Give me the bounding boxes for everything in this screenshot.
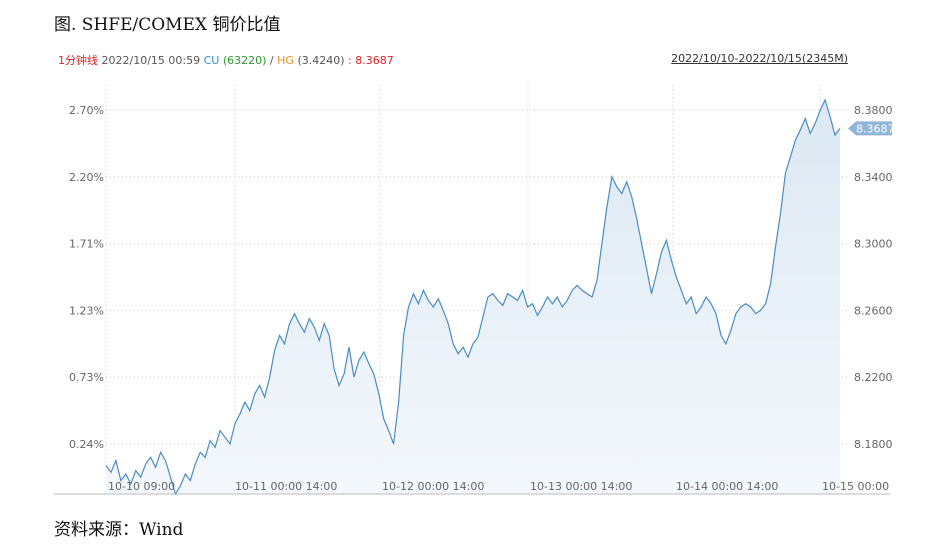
- ratio-line: [105, 98, 841, 496]
- right-tick-label: 8.3000: [854, 238, 893, 251]
- right-tick-label: 8.2600: [854, 304, 893, 317]
- last-value-label: 8.3687: [856, 122, 895, 135]
- left-tick-label: 2.20%: [69, 171, 104, 184]
- figure-title: 图. SHFE/COMEX 铜价比值: [54, 15, 281, 35]
- x-tick-label: 10-10 09:00: [108, 480, 175, 493]
- left-tick-label: 2.70%: [69, 104, 104, 117]
- area-fill: [106, 100, 840, 494]
- hg-value: (3.4240): [297, 54, 345, 67]
- x-axis: 10-10 09:00 10-11 00:00 14:00 10-12 00:00 …: [108, 480, 889, 493]
- x-tick-label: 10-11 00:00 14:00: [235, 480, 337, 493]
- datetime-label: 2022/10/15 00:59: [101, 54, 201, 67]
- right-axis: 8.3800 8.3400 8.3000 8.2600 8.2200 8.1800: [854, 104, 893, 451]
- left-tick-label: 1.71%: [69, 238, 104, 251]
- separator-label: /: [269, 54, 274, 67]
- x-tick-label: 10-15 00:00: [822, 480, 889, 493]
- cu-label: CU: [203, 54, 220, 67]
- chart-header: 1分钟线 2022/10/15 00:59 CU (63220) / HG (3…: [58, 52, 394, 68]
- ratio-value: : 8.3687: [348, 54, 394, 67]
- left-tick-label: 1.23%: [69, 304, 104, 317]
- left-tick-label: 0.24%: [69, 438, 104, 451]
- x-tick-label: 10-13 00:00 14:00: [530, 480, 632, 493]
- interval-label[interactable]: 1分钟线: [58, 54, 98, 67]
- x-tick-label: 10-12 00:00 14:00: [382, 480, 484, 493]
- left-axis: 2.70% 2.20% 1.71% 1.23% 0.73% 0.24%: [69, 104, 104, 451]
- right-tick-label: 8.1800: [854, 438, 893, 451]
- x-tick-label: 10-14 00:00 14:00: [676, 480, 778, 493]
- source-note: 资料来源：Wind: [54, 520, 184, 540]
- right-tick-label: 8.2200: [854, 371, 893, 384]
- hg-label: HG: [277, 54, 294, 67]
- last-value-badge: 8.3687: [848, 121, 895, 136]
- chart-svg: 2.70%2.20%1.71%1.23%0.73%0.24% 8.38008.3…: [54, 85, 895, 496]
- left-tick-label: 0.73%: [69, 371, 104, 384]
- cu-value: (63220): [222, 54, 267, 67]
- date-range-link[interactable]: 2022/10/10-2022/10/15(2345M): [671, 52, 848, 65]
- right-tick-label: 8.3400: [854, 171, 893, 184]
- right-tick-label: 8.3800: [854, 104, 893, 117]
